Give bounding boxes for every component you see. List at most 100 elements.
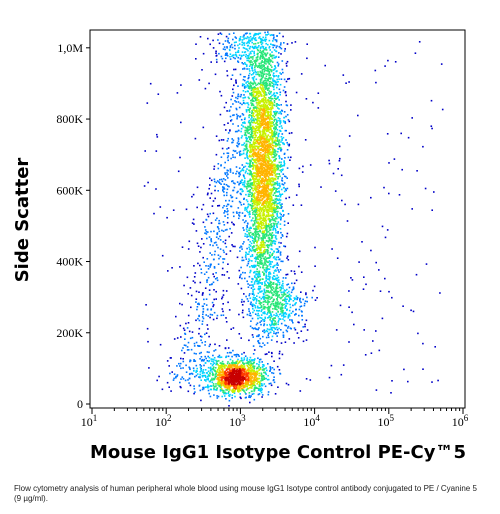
- event-dot: [300, 301, 302, 304]
- event-dot: [243, 180, 246, 182]
- event-dot: [284, 306, 286, 308]
- event-dot: [241, 164, 244, 166]
- event-dot: [257, 99, 259, 101]
- event-dot: [275, 235, 277, 237]
- event-dot: [258, 251, 261, 254]
- event-dot: [258, 139, 260, 141]
- event-dot: [269, 265, 272, 268]
- event-dot: [275, 314, 277, 317]
- event-dot: [210, 192, 213, 195]
- event-dot: [221, 389, 224, 392]
- event-dot: [258, 66, 261, 69]
- event-dot: [232, 245, 234, 248]
- event-dot: [241, 311, 244, 314]
- event-dot: [270, 327, 273, 329]
- event-dot: [264, 105, 266, 108]
- event-dot: [219, 32, 222, 34]
- event-dot: [186, 346, 189, 348]
- event-dot: [261, 207, 264, 209]
- event-dot: [254, 62, 257, 64]
- event-dot: [270, 281, 272, 284]
- event-dot: [224, 215, 226, 217]
- event-dot: [256, 328, 258, 331]
- event-dot: [280, 42, 282, 44]
- event-dot: [266, 267, 268, 269]
- event-dot: [261, 361, 263, 363]
- event-dot: [271, 289, 274, 291]
- event-dot: [249, 61, 251, 64]
- event-dot: [265, 94, 268, 96]
- event-dot: [247, 184, 249, 186]
- event-dot: [258, 302, 261, 305]
- event-dot: [311, 296, 313, 299]
- event-dot: [193, 342, 196, 345]
- event-dot: [272, 217, 274, 220]
- event-dot: [262, 255, 264, 258]
- event-dot: [267, 244, 269, 246]
- event-dot: [270, 225, 273, 227]
- event-dot: [244, 85, 247, 87]
- event-dot: [193, 385, 195, 387]
- event-dot: [269, 272, 271, 274]
- event-dot: [294, 303, 296, 306]
- event-dot: [259, 138, 261, 140]
- event-dot: [234, 36, 237, 38]
- event-dot: [274, 207, 277, 209]
- event-dot: [187, 341, 190, 344]
- event-dot: [350, 277, 352, 279]
- event-dot: [251, 202, 254, 205]
- event-dot: [242, 152, 245, 155]
- event-dot: [248, 169, 250, 172]
- event-dot: [233, 32, 235, 34]
- event-dot: [261, 366, 264, 368]
- event-dot: [268, 315, 271, 317]
- event-dot: [241, 188, 243, 191]
- event-dot: [279, 148, 282, 150]
- event-dot: [253, 131, 256, 133]
- event-dot: [271, 300, 274, 303]
- event-dot: [280, 286, 282, 288]
- event-dot: [273, 113, 276, 115]
- event-dot: [217, 39, 219, 41]
- event-dot: [269, 148, 271, 151]
- event-dot: [253, 52, 255, 54]
- event-dot: [431, 381, 433, 383]
- event-dot: [243, 203, 245, 205]
- event-dot: [258, 265, 260, 267]
- event-dot: [279, 44, 282, 46]
- event-dot: [206, 375, 209, 378]
- event-dot: [259, 225, 262, 228]
- event-dot: [242, 181, 244, 184]
- event-dot: [258, 90, 260, 92]
- event-dot: [263, 298, 265, 301]
- event-dot: [270, 226, 273, 229]
- event-dot: [272, 189, 274, 191]
- event-dot: [294, 41, 297, 43]
- event-dot: [390, 392, 392, 394]
- event-dot: [214, 219, 217, 221]
- event-dot: [266, 138, 269, 141]
- event-dot: [240, 137, 243, 139]
- event-dot: [227, 392, 229, 395]
- event-dot: [268, 72, 270, 74]
- event-dot: [220, 164, 222, 167]
- event-dot: [285, 104, 288, 106]
- event-dot: [252, 204, 255, 207]
- event-dot: [208, 360, 210, 363]
- event-dot: [206, 281, 208, 283]
- event-dot: [223, 224, 226, 226]
- event-dot: [247, 87, 250, 89]
- event-dot: [253, 304, 256, 306]
- event-dot: [256, 252, 259, 254]
- event-dot: [255, 273, 257, 275]
- event-dot: [262, 378, 265, 381]
- event-dot: [272, 242, 274, 244]
- event-dot: [207, 374, 210, 376]
- event-dot: [268, 209, 270, 212]
- event-dot: [248, 294, 250, 297]
- event-dot: [198, 319, 201, 322]
- event-dot: [279, 217, 282, 219]
- event-dot: [281, 158, 283, 160]
- event-dot: [229, 227, 231, 230]
- event-dot: [268, 189, 270, 191]
